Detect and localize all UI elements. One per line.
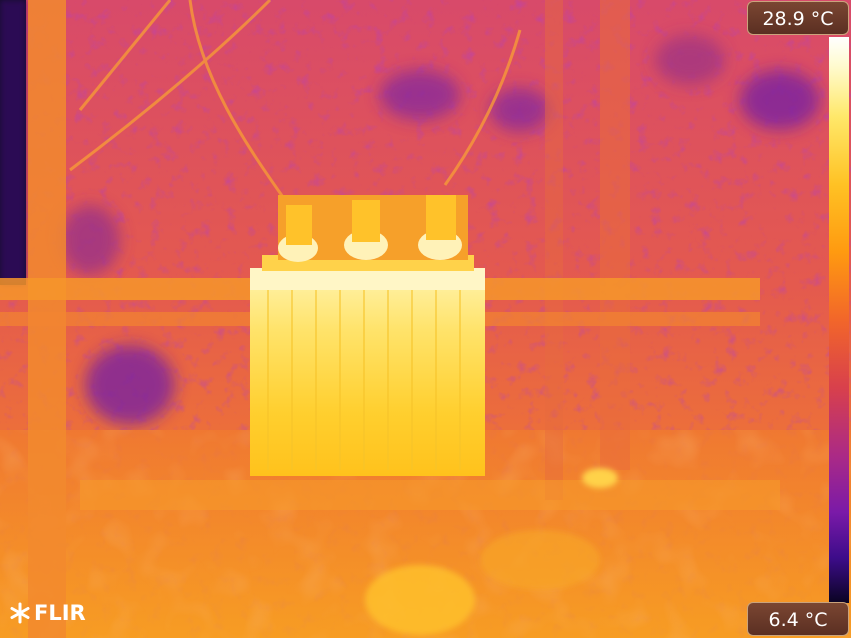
min-temperature-label: 6.4 °C xyxy=(747,602,849,636)
flir-snowflake-icon xyxy=(10,602,30,624)
flir-logo: FLIR xyxy=(9,599,86,627)
logo-text: FLIR xyxy=(34,601,86,625)
temperature-scale-bar xyxy=(829,37,849,603)
max-temperature-label: 28.9 °C xyxy=(747,1,849,35)
